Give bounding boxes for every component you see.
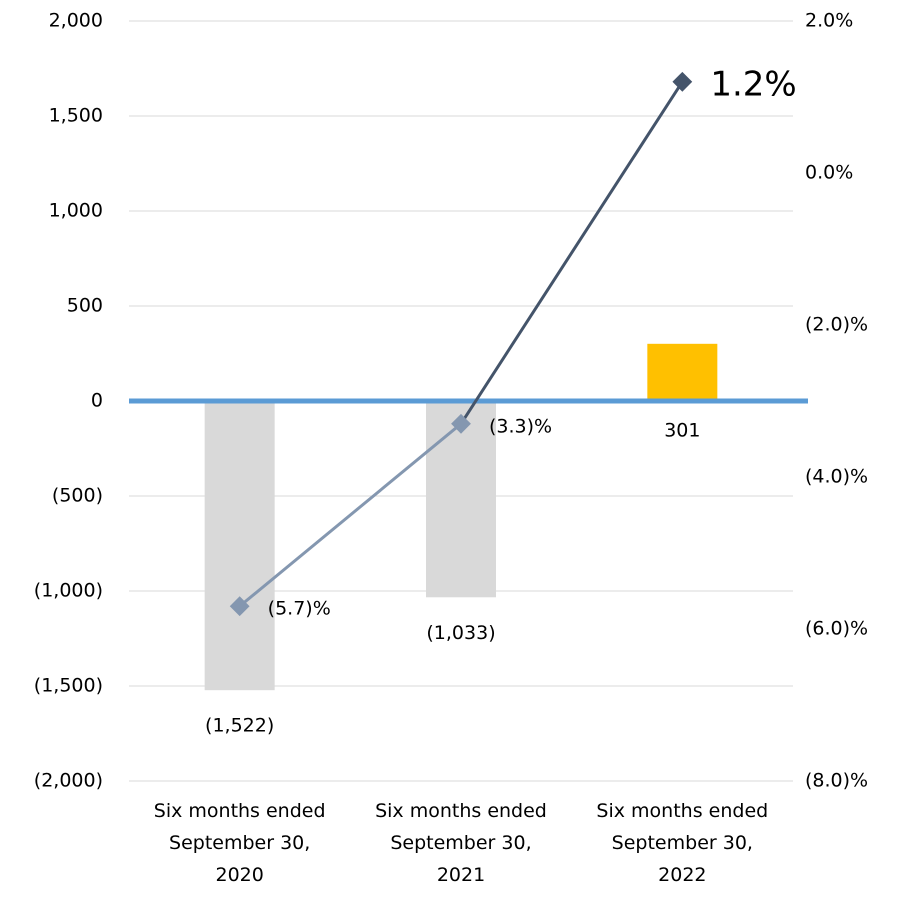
y2-tick-label: (4.0)% (805, 466, 868, 488)
x-tick-label-box: Six months ended September 30, 2021 (375, 800, 547, 886)
x-tick-label-box: Six months ended September 30, 2022 (596, 800, 769, 886)
y-tick-label: 1,500 (49, 105, 103, 127)
y-tick-label: (1,000) (34, 580, 103, 602)
bar-value-label: (1,522) (205, 715, 274, 737)
y-tick-label: (2,000) (34, 770, 103, 792)
x-tick-label-box: Six months ended September 30, 2020 (153, 800, 326, 886)
line-segment (459, 80, 684, 425)
y2-tick-label: 2.0% (805, 10, 853, 32)
line-value-label: (3.3)% (489, 415, 552, 437)
y-tick-label: (500) (52, 485, 103, 507)
x-tick-label: Six months ended September 30, 2021 (375, 800, 547, 886)
x-tick-label: Six months ended September 30, 2020 (153, 800, 326, 886)
y2-tick-label: (8.0)% (805, 770, 868, 792)
line-marker (451, 413, 471, 434)
line-value-label: (5.7)% (268, 598, 331, 620)
y-tick-label: 500 (67, 295, 103, 317)
y-tick-label: 0 (91, 390, 103, 412)
bar-value-label: (1,033) (426, 622, 495, 644)
bar (647, 343, 718, 401)
line-marker (672, 71, 693, 92)
y-tick-label: 1,000 (49, 200, 103, 222)
bar-value-label: 301 (664, 420, 700, 442)
y2-tick-label: 0.0% (805, 162, 853, 184)
y-tick-label: (1,500) (34, 675, 103, 697)
y-tick-label: 2,000 (49, 10, 103, 32)
y2-tick-label: (2.0)% (805, 314, 868, 336)
bar (204, 401, 275, 691)
line-segment (238, 422, 462, 608)
y2-tick-label: (6.0)% (805, 618, 868, 640)
line-value-label: 1.2% (710, 64, 796, 104)
bar (426, 401, 496, 598)
x-tick-label: Six months ended September 30, 2022 (596, 800, 769, 886)
